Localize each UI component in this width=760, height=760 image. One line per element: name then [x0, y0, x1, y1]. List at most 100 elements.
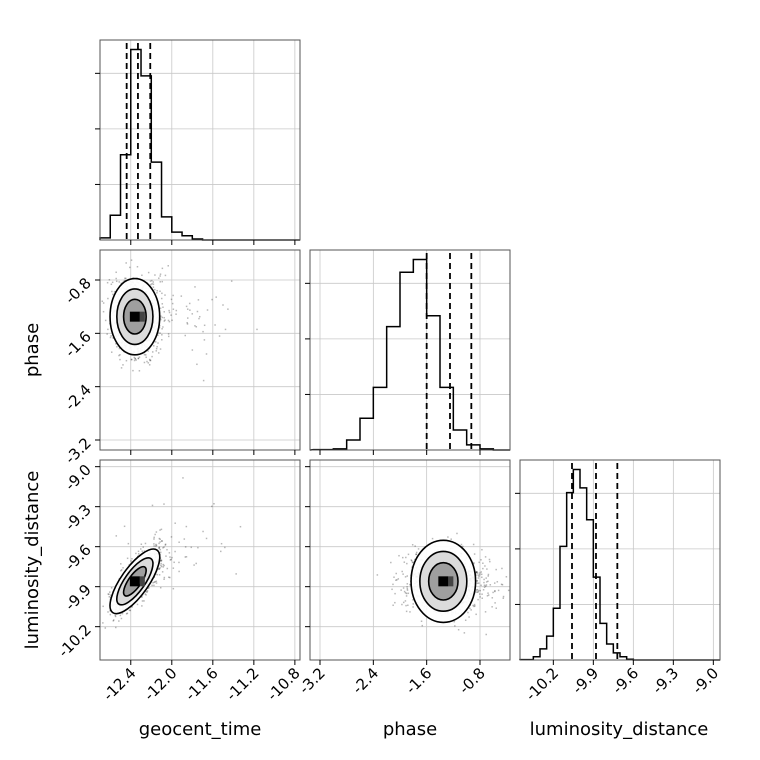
sample-point: [480, 571, 482, 573]
sample-point: [188, 302, 191, 305]
sample-point: [473, 562, 475, 564]
panel-frame: [99, 249, 301, 451]
panel-frame: [99, 39, 301, 241]
sample-point: [483, 578, 485, 581]
sample-point: [101, 300, 104, 303]
sample-point: [115, 535, 118, 537]
sample-point: [393, 576, 395, 578]
frames-layer: [99, 39, 721, 661]
sample-point: [132, 369, 134, 372]
sample-point: [149, 280, 152, 282]
sample-point: [487, 575, 489, 577]
sample-point: [152, 283, 155, 286]
sample-point: [120, 617, 123, 620]
sample-point: [195, 326, 198, 328]
sample-point: [137, 357, 140, 360]
sample-point: [482, 589, 485, 591]
sample-point: [109, 610, 111, 612]
sample-point: [161, 292, 163, 295]
sample-point: [479, 589, 481, 592]
sample-point: [501, 583, 504, 586]
sample-point: [153, 581, 156, 583]
x-tick-label: -0.8: [455, 664, 488, 697]
sample-point: [159, 348, 162, 350]
sample-point: [407, 592, 410, 595]
sample-point: [138, 370, 141, 372]
sample-point: [159, 529, 161, 531]
sample-point: [495, 568, 497, 571]
sample-point: [160, 315, 162, 317]
sample-point: [172, 294, 174, 297]
sample-point: [137, 550, 140, 553]
sample-point: [122, 567, 124, 569]
density-peak: [129, 311, 140, 322]
sample-point: [160, 560, 162, 562]
y-tick-label: -9.6: [61, 541, 94, 574]
sample-point: [159, 538, 161, 541]
sample-point: [505, 576, 508, 578]
sample-point: [115, 280, 118, 283]
sample-point: [108, 595, 111, 598]
sample-point: [196, 310, 199, 313]
sample-point: [481, 597, 483, 600]
sample-point: [159, 275, 161, 277]
sample-point: [197, 546, 199, 549]
y-tick-label: -9.0: [61, 461, 94, 494]
x-tick-label: -9.6: [609, 664, 642, 697]
sample-point: [166, 548, 168, 551]
sample-point: [401, 556, 404, 559]
sample-point: [159, 318, 162, 321]
sample-point: [175, 313, 177, 315]
sample-point: [203, 324, 206, 327]
y-tick-label: -10.2: [55, 621, 95, 661]
sample-point: [112, 293, 114, 296]
sample-point: [183, 538, 186, 540]
sample-point: [206, 309, 209, 311]
sample-point: [415, 553, 417, 556]
sample-point: [202, 379, 205, 382]
sample-point: [474, 605, 476, 607]
sample-point: [157, 334, 159, 337]
sample-point: [135, 359, 137, 361]
sample-point: [178, 541, 180, 543]
sample-point: [230, 280, 233, 282]
y-axis-label-phase: phase: [22, 323, 43, 377]
sample-point: [160, 297, 163, 300]
sample-point: [102, 622, 104, 624]
sample-point: [184, 546, 187, 548]
sample-point: [180, 295, 183, 297]
sample-point: [145, 591, 147, 593]
sample-point: [107, 328, 109, 331]
sample-point: [222, 304, 224, 306]
sample-point: [484, 556, 487, 558]
sample-point: [148, 586, 150, 589]
sample-point: [159, 551, 162, 554]
sample-point: [403, 561, 406, 563]
sample-point: [211, 505, 213, 508]
sample-point: [477, 589, 480, 592]
sample-point: [476, 591, 479, 594]
sample-point: [144, 593, 147, 595]
sample-point: [153, 536, 155, 539]
sample-point: [171, 556, 173, 559]
sample-point: [107, 297, 109, 300]
sample-point: [479, 572, 481, 574]
sample-point: [158, 547, 160, 550]
sample-point: [401, 570, 403, 573]
density-peak: [129, 576, 140, 587]
sample-point: [409, 583, 411, 586]
sample-point: [169, 556, 171, 558]
sample-point: [108, 591, 111, 593]
sample-point: [178, 570, 180, 573]
sample-point: [410, 560, 413, 562]
sample-point: [150, 283, 152, 286]
y-tick-label: -0.8: [61, 274, 94, 307]
sample-point: [134, 358, 136, 360]
sample-point: [154, 288, 156, 291]
sample-point: [487, 580, 489, 583]
sample-point: [159, 548, 162, 551]
sample-point: [467, 611, 469, 614]
density-peak: [438, 576, 449, 587]
sample-point: [159, 332, 161, 334]
sample-point: [157, 342, 159, 344]
